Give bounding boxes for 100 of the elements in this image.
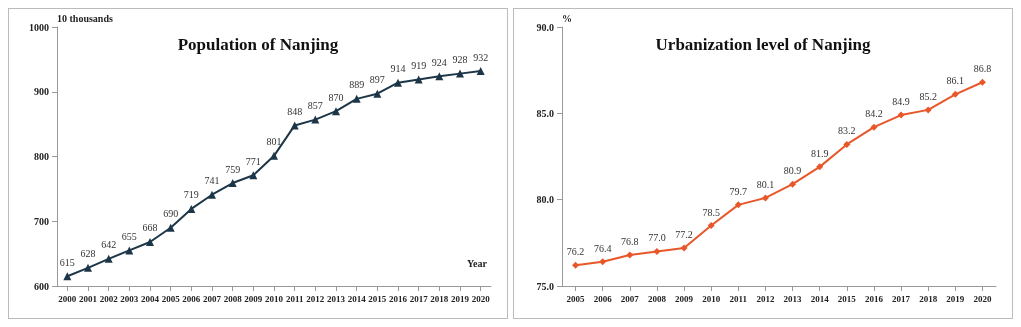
- data-label: 771: [245, 155, 261, 167]
- data-label: 897: [369, 74, 385, 86]
- x-tick-label: 2005: [566, 293, 586, 304]
- data-label: 79.7: [729, 185, 748, 197]
- point: [761, 194, 769, 202]
- y-tick-label: 1000: [29, 21, 49, 33]
- point: [84, 263, 92, 272]
- x-tick-label: 2015: [368, 293, 387, 304]
- y-axis-title: 10 thousands: [57, 12, 113, 24]
- x-tick-label: 2012: [306, 293, 325, 304]
- point: [978, 78, 986, 86]
- x-tick-label: 2020: [973, 293, 992, 304]
- point: [816, 163, 824, 171]
- data-label: 80.1: [756, 178, 775, 190]
- data-label: 642: [101, 239, 117, 251]
- point: [166, 223, 175, 232]
- y-tick-label: 900: [34, 86, 49, 98]
- point: [332, 107, 340, 116]
- data-label: 86.8: [973, 63, 992, 75]
- y-tick-label: 800: [34, 151, 49, 162]
- point: [924, 106, 932, 114]
- point: [680, 244, 688, 252]
- x-tick-label: 2017: [409, 293, 429, 304]
- data-label: 889: [349, 79, 365, 91]
- point: [870, 123, 878, 131]
- x-tick-label: 2013: [783, 293, 803, 304]
- text: Urbanization level of Nanjing: [655, 35, 871, 54]
- x-tick-label: 2007: [203, 293, 222, 304]
- data-label: 870: [328, 91, 344, 103]
- data-label: 928: [452, 54, 468, 66]
- point: [843, 140, 851, 148]
- y-tick-label: 90.0: [536, 21, 554, 33]
- data-label: 628: [80, 248, 96, 260]
- x-tick-label: 2010: [265, 293, 284, 304]
- point: [270, 151, 278, 160]
- point: [626, 251, 634, 259]
- x-tick-label: 2004: [141, 293, 160, 304]
- data-label: 86.1: [946, 75, 965, 87]
- data-label: 84.2: [865, 108, 883, 120]
- x-tick-label: 2016: [864, 293, 884, 304]
- point: [897, 111, 905, 119]
- point: [734, 201, 742, 209]
- point: [208, 190, 216, 199]
- data-label: 655: [121, 230, 137, 242]
- point: [104, 254, 113, 263]
- data-label: 83.2: [838, 125, 856, 137]
- point: [476, 67, 485, 76]
- data-label: 919: [411, 59, 427, 71]
- x-tick-label: 2013: [327, 293, 346, 304]
- x-tick-label: 2005: [161, 293, 181, 304]
- x-tick-label: 2018: [430, 293, 449, 304]
- point: [456, 69, 464, 78]
- data-label: 76.2: [566, 246, 585, 258]
- data-label: 759: [225, 163, 241, 175]
- data-label: 857: [307, 100, 323, 112]
- point: [352, 94, 361, 103]
- point: [789, 180, 797, 188]
- data-label: 801: [266, 136, 282, 148]
- point: [228, 179, 237, 188]
- x-tick-label: 2016: [389, 293, 408, 304]
- x-tick-label: 2011: [729, 293, 748, 304]
- x-tick-label: 2006: [182, 293, 201, 304]
- data-label: 615: [59, 256, 75, 268]
- y-tick-label: 80.0: [536, 194, 554, 206]
- y-tick-label: 75.0: [536, 280, 554, 292]
- y-tick-label: 600: [34, 280, 49, 292]
- x-tick-label: 2020: [471, 293, 491, 304]
- x-tick-label: 2011: [285, 293, 304, 304]
- data-label: 668: [142, 222, 158, 234]
- point: [572, 261, 580, 269]
- data-label: 77.0: [648, 232, 666, 244]
- point: [951, 90, 959, 98]
- data-label: 77.2: [675, 229, 693, 241]
- point: [707, 222, 715, 230]
- point: [394, 78, 402, 87]
- x-tick-label: 2001: [79, 293, 98, 304]
- data-label: 719: [183, 189, 199, 201]
- data-label: 690: [163, 208, 179, 220]
- data-label: 76.4: [593, 242, 612, 254]
- data-label: 848: [287, 105, 303, 117]
- x-tick-label: 2008: [223, 293, 243, 304]
- point: [187, 204, 196, 213]
- x-tick-label: 2008: [647, 293, 667, 304]
- chart-title: Population of Nanjing: [177, 35, 339, 54]
- data-label: 85.2: [919, 90, 937, 102]
- x-tick-label: 2014: [810, 293, 830, 304]
- x-axis-title: Year: [467, 257, 488, 269]
- x-tick-label: 2019: [946, 293, 965, 304]
- y-tick-label: 85.0: [536, 107, 554, 119]
- point: [373, 89, 382, 98]
- x-tick-label: 2006: [593, 293, 613, 304]
- x-tick-label: 2009: [244, 293, 263, 304]
- x-tick-label: 2007: [620, 293, 640, 304]
- x-tick-label: 2017: [892, 293, 911, 304]
- x-tick-label: 2015: [837, 293, 857, 304]
- data-label: 80.9: [783, 165, 802, 177]
- point: [311, 115, 320, 124]
- x-tick-label: 2003: [120, 293, 139, 304]
- data-label: 924: [431, 56, 447, 68]
- x-tick-label: 2018: [919, 293, 938, 304]
